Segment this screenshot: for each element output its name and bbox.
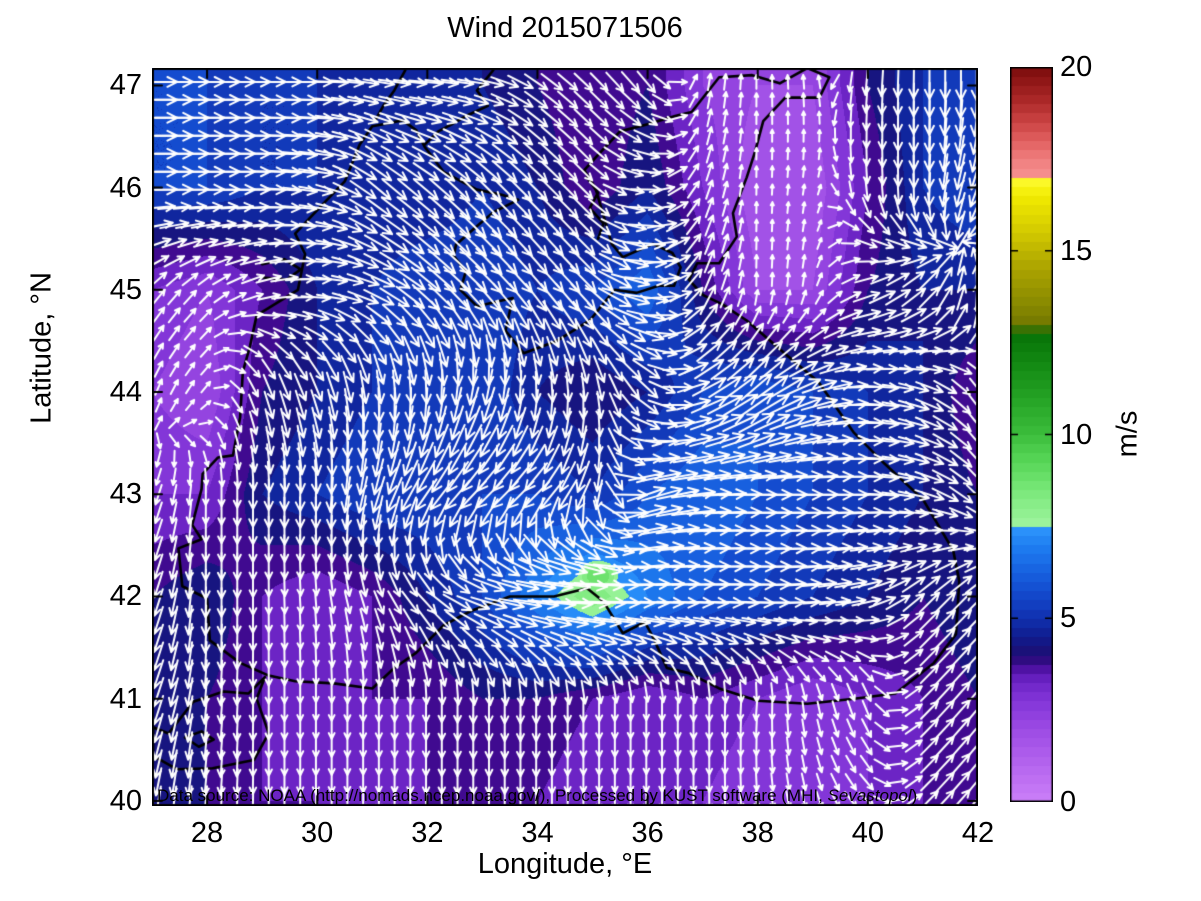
x-tick-label: 42 bbox=[961, 817, 995, 849]
y-tick-label: 42 bbox=[109, 580, 142, 613]
chart-title: Wind 2015071506 bbox=[447, 12, 683, 44]
y-tick-label: 46 bbox=[109, 171, 142, 204]
colorbar bbox=[1010, 67, 1053, 802]
x-tick-label: 40 bbox=[851, 817, 884, 849]
annotation-text: Data source: NOAA (http://nomads.ncep.no… bbox=[157, 786, 828, 805]
x-tick-label: 34 bbox=[521, 817, 554, 849]
y-tick-label: 43 bbox=[109, 478, 142, 511]
annotation-text-suffix: ) bbox=[911, 786, 918, 805]
colorbar-tick-label: 0 bbox=[1060, 786, 1077, 818]
wind-map-canvas bbox=[152, 68, 978, 806]
y-tick-label: 41 bbox=[109, 682, 142, 715]
data-source-annotation: Data source: NOAA (http://nomads.ncep.no… bbox=[157, 786, 917, 806]
y-tick-label: 45 bbox=[109, 273, 142, 306]
x-tick-label: 36 bbox=[631, 817, 664, 849]
x-tick-label: 30 bbox=[301, 817, 334, 849]
annotation-text-italic: Sevastopol bbox=[827, 786, 912, 805]
y-axis-label: Latitude, °N bbox=[25, 272, 58, 424]
colorbar-tick-label: 15 bbox=[1060, 234, 1093, 267]
colorbar-tick-label: 10 bbox=[1060, 418, 1093, 451]
x-axis-label: Longitude, °E bbox=[477, 848, 653, 880]
x-tick-label: 28 bbox=[190, 817, 224, 849]
y-tick-label: 44 bbox=[109, 376, 142, 409]
colorbar-tick-label: 5 bbox=[1060, 602, 1077, 635]
x-tick-label: 32 bbox=[411, 817, 444, 849]
colorbar-tick-label: 20 bbox=[1060, 51, 1093, 83]
y-tick-label: 40 bbox=[109, 784, 142, 817]
colorbar-units-label: m/s bbox=[1111, 410, 1144, 458]
x-tick-label: 38 bbox=[741, 817, 774, 849]
y-tick-label: 47 bbox=[109, 69, 142, 102]
